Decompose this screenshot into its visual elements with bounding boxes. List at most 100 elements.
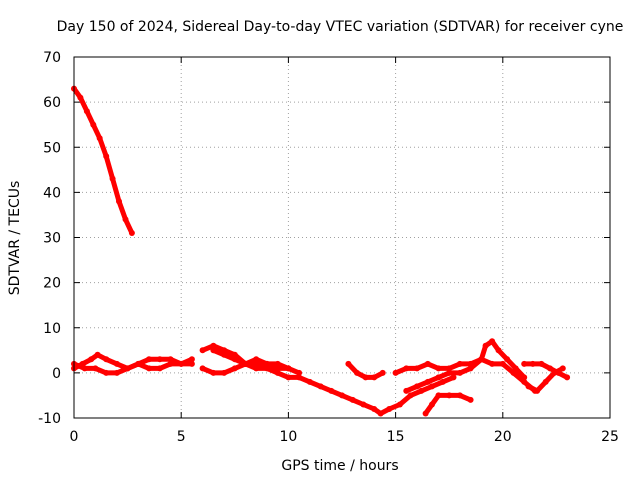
data-point (456, 369, 463, 376)
x-tick-labels: 0 5 10 15 20 25 (70, 429, 619, 445)
data-point (418, 387, 425, 394)
data-point (116, 198, 122, 205)
data-point (231, 356, 238, 363)
x-tick-label: 5 (177, 429, 186, 445)
series-track-d (199, 342, 457, 417)
data-point (231, 365, 238, 372)
data-point (414, 383, 420, 390)
data-point (94, 351, 101, 358)
data-point (124, 365, 131, 372)
data-point (456, 360, 463, 367)
data-point (156, 365, 163, 372)
data-point (439, 378, 446, 385)
y-tick-label: 40 (43, 185, 61, 201)
data-point (113, 369, 120, 376)
x-tick-label: 0 (70, 429, 79, 445)
chart-title: Day 150 of 2024, Sidereal Day-to-day VTE… (57, 19, 624, 35)
data-point (362, 374, 369, 381)
data-point (285, 374, 292, 381)
data-point (542, 378, 549, 385)
y-tick-label: 20 (43, 276, 61, 292)
data-point (521, 374, 528, 381)
data-point (81, 365, 88, 372)
data-point (113, 360, 120, 367)
data-point (450, 374, 457, 381)
data-point (403, 387, 410, 394)
data-point (504, 356, 511, 363)
data-point (499, 360, 506, 367)
data-point (128, 230, 135, 236)
x-tick-label: 10 (279, 429, 297, 445)
data-point (403, 365, 410, 372)
data-point (467, 396, 474, 403)
data-point (534, 387, 541, 394)
series-track-f (210, 347, 303, 376)
data-point (349, 396, 356, 403)
y-tick-label: 70 (43, 50, 61, 66)
data-point (529, 360, 536, 367)
data-point (446, 392, 453, 399)
data-point (90, 121, 97, 128)
data-point (478, 356, 485, 363)
data-point (188, 356, 195, 363)
data-point (345, 360, 352, 367)
data-point (296, 374, 303, 381)
data-point (274, 369, 281, 376)
data-point (103, 369, 110, 376)
data-point (83, 108, 90, 115)
data-point (414, 365, 420, 372)
x-tick-label: 25 (601, 429, 619, 445)
series-track-h (392, 356, 538, 394)
data-point (210, 347, 217, 354)
series-track-a (71, 85, 135, 236)
data-point (424, 360, 431, 367)
data-point (512, 365, 519, 372)
data-point (495, 347, 502, 354)
data-point (253, 360, 260, 367)
data-point (274, 365, 281, 372)
data-point (422, 410, 429, 417)
data-point (489, 338, 496, 345)
data-point (424, 378, 431, 385)
data-point (317, 383, 324, 390)
y-tick-label: 10 (43, 321, 61, 337)
data-point (354, 369, 360, 376)
data-point (285, 365, 292, 372)
x-tick-label: 20 (494, 429, 512, 445)
data-point (199, 365, 206, 372)
data-point (446, 369, 453, 376)
data-point (109, 175, 116, 182)
data-point (103, 153, 110, 160)
data-point (328, 387, 335, 394)
data-point (156, 356, 163, 363)
data-point (146, 356, 152, 363)
data-point (446, 365, 453, 372)
data-point (435, 365, 442, 372)
data-point (146, 365, 152, 372)
x-tick-label: 15 (387, 429, 405, 445)
data-point (221, 369, 228, 376)
series-track-i (403, 338, 528, 394)
data-point (264, 360, 270, 367)
series-line (71, 86, 135, 236)
series-track-j (422, 392, 474, 417)
data-point (429, 401, 435, 408)
series-line (200, 343, 456, 416)
data-point (435, 374, 442, 381)
y-axis-label: SDTVAR / TECUs (7, 181, 23, 296)
data-point (306, 378, 313, 385)
y-tick-label: 30 (43, 231, 61, 247)
data-point (88, 356, 95, 363)
data-point (456, 392, 463, 399)
data-point (122, 216, 129, 223)
data-point (167, 356, 174, 363)
grid (73, 56, 611, 419)
y-tick-labels: -10 0 10 20 30 40 50 60 70 (38, 50, 61, 427)
data-point (210, 342, 217, 349)
data-point (210, 369, 217, 376)
data-point (551, 369, 558, 376)
data-point (371, 374, 378, 381)
data-point (103, 356, 110, 363)
data-point (242, 360, 249, 367)
